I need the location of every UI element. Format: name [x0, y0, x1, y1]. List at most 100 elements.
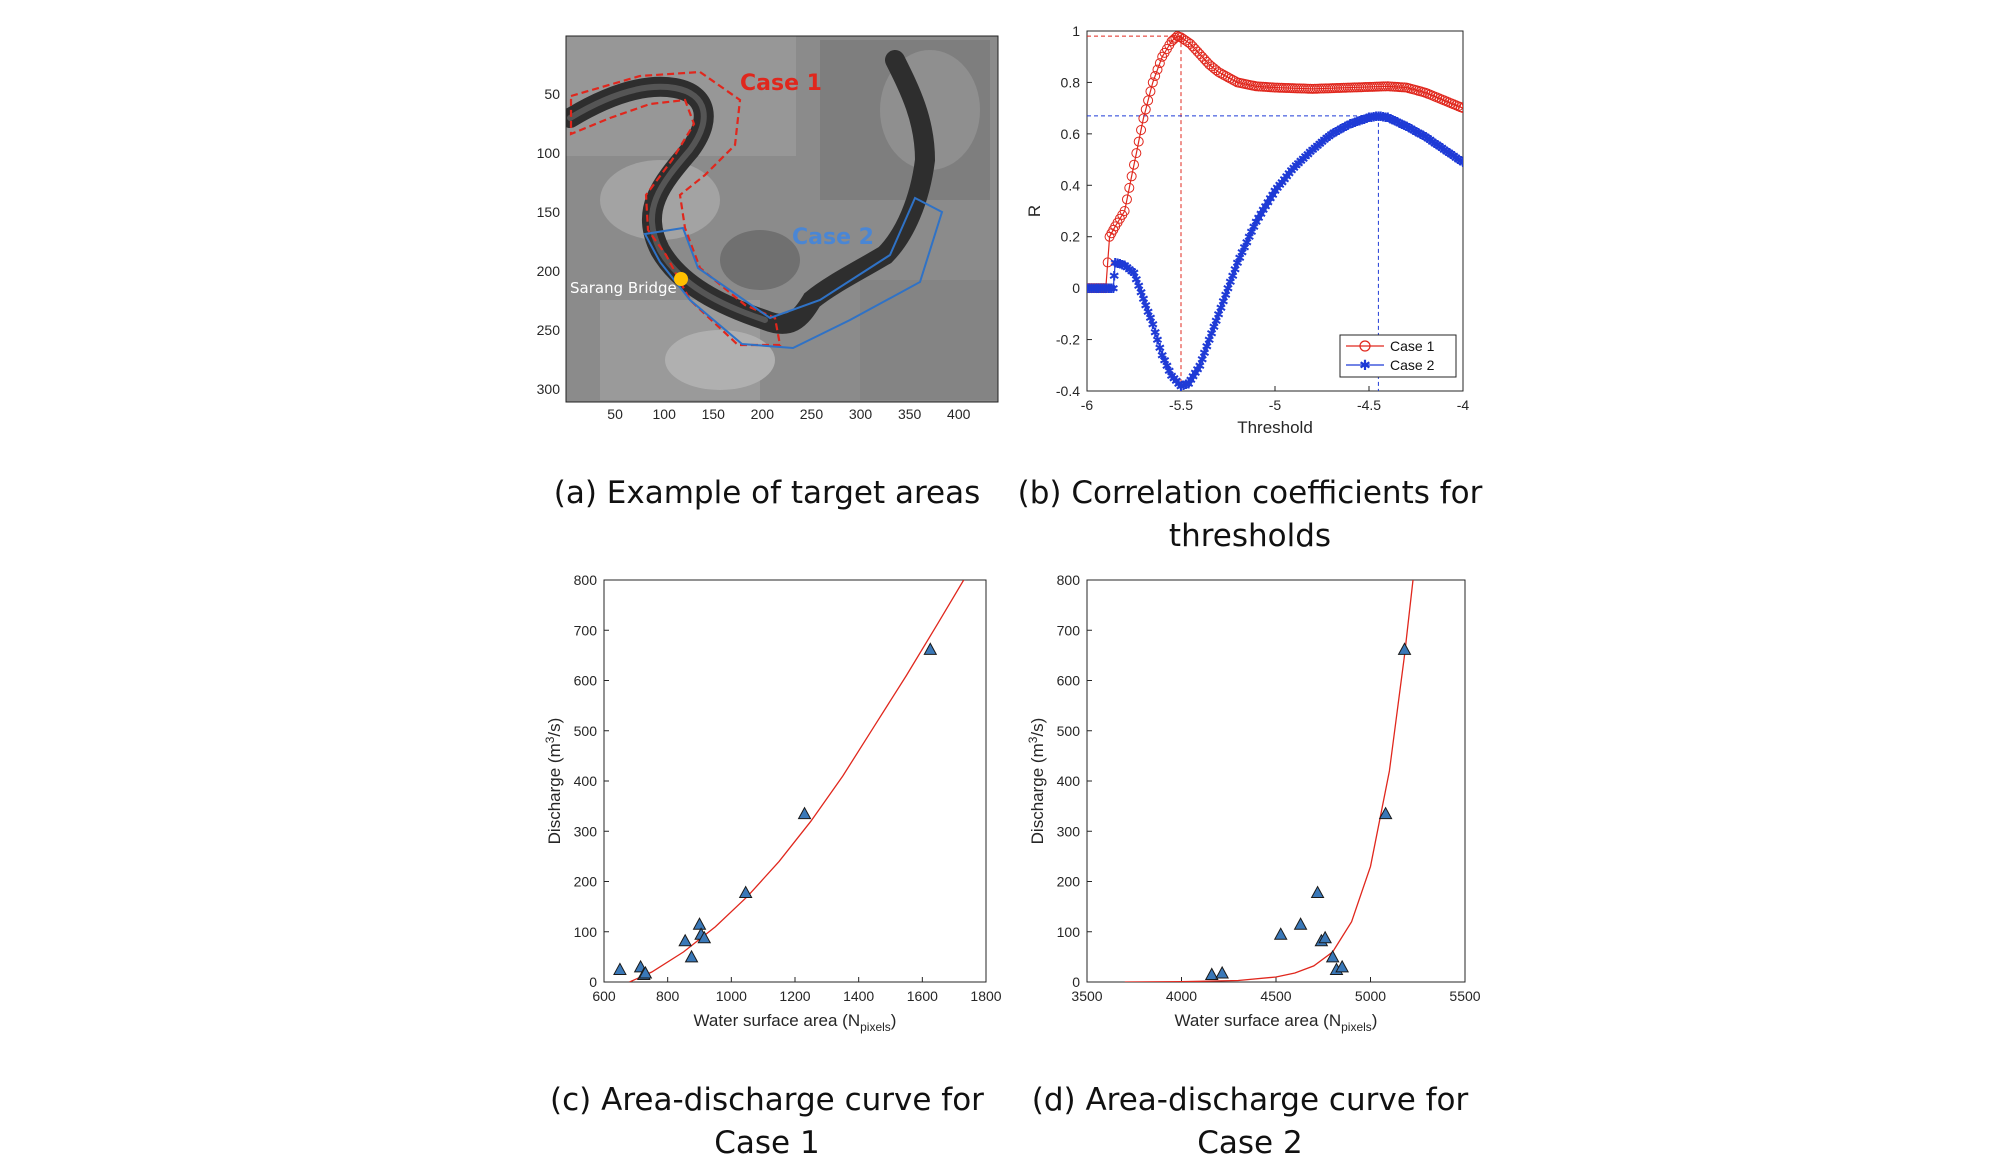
data-point-case2: ✱: [1103, 282, 1114, 297]
x-tick-label: 600: [592, 988, 616, 1004]
y-tick-label: 700: [1057, 622, 1081, 638]
caption-a: (a) Example of target areas: [554, 475, 981, 511]
data-point-triangle: [1310, 885, 1325, 899]
data-point-case1: [1227, 74, 1238, 85]
x-tick-label: 100: [653, 406, 677, 422]
data-point-case2: ✱: [1208, 321, 1219, 336]
data-point-case2: ✱: [1432, 138, 1443, 153]
data-point-case2: ✱: [1314, 138, 1325, 153]
data-point-case2: ✱: [1164, 364, 1175, 379]
y-tick-label: 100: [1057, 924, 1081, 940]
data-point-case2: ✱: [1192, 363, 1203, 378]
data-point-case2: ✱: [1298, 152, 1309, 167]
data-point-case2: ✱: [1300, 150, 1311, 165]
data-point-case2: ✱: [1319, 134, 1330, 149]
data-point-triangle: [678, 933, 693, 947]
data-point-case2: ✱: [1140, 299, 1151, 314]
data-point-triangle: [1318, 930, 1332, 944]
data-point-case2: ✱: [1131, 273, 1142, 288]
y-tick-label: 0: [1072, 974, 1080, 990]
data-point-case2: ✱: [1265, 192, 1276, 207]
data-point-case2: ✱: [1288, 161, 1299, 176]
data-point-case2: ✱: [1114, 258, 1125, 273]
data-point-case2: ✱: [1211, 314, 1222, 329]
data-point-triangle: [1215, 965, 1229, 979]
data-point-case2: ✱: [1286, 164, 1297, 179]
data-point-case2: ✱: [1453, 153, 1464, 168]
data-point-case1: [1131, 148, 1142, 159]
data-point-case2: ✱: [1215, 301, 1226, 316]
x-tick-label: 4500: [1260, 988, 1291, 1004]
data-point-case2: ✱: [1312, 139, 1323, 154]
data-point-case2: ✱: [1138, 292, 1149, 307]
data-point-triangle: [1378, 806, 1393, 820]
data-point-case2: ✱: [1281, 170, 1292, 185]
data-point-case1: [1129, 159, 1139, 170]
data-point-case2: ✱: [1183, 377, 1194, 392]
data-point-case2: ✱: [1359, 113, 1370, 128]
data-point-triangle: [1204, 967, 1219, 980]
data-point-case2: ✱: [1154, 341, 1165, 356]
y-tick-label: 500: [574, 723, 598, 739]
y-tick-label: 0: [1072, 280, 1080, 296]
data-point-case2: ✱: [1392, 116, 1403, 131]
x-tick-label: 400: [947, 406, 971, 422]
data-point-case2: ✱: [1293, 157, 1304, 172]
x-tick-label: 5500: [1449, 988, 1480, 1004]
data-point-case2: ✱: [1178, 379, 1189, 394]
data-point-case2: ✱: [1244, 231, 1255, 246]
data-point-case2: ✱: [1121, 261, 1132, 276]
data-point-case2: ✱: [1136, 286, 1147, 301]
data-point-case2: ✱: [1326, 128, 1337, 143]
data-point-case2: ✱: [1425, 134, 1436, 149]
y-tick-label: 300: [537, 381, 561, 397]
satellite-texture: [566, 36, 998, 400]
panel-d-fit-curve: [1124, 580, 1414, 982]
data-point-case2: ✱: [1129, 267, 1140, 282]
x-tick-label: 4000: [1166, 988, 1197, 1004]
data-point-case2: ✱: [1095, 282, 1106, 297]
data-point-case2: ✱: [1443, 147, 1454, 162]
data-point-case2: ✱: [1352, 115, 1363, 130]
data-point-case2: ✱: [1305, 146, 1316, 161]
data-point-case2: ✱: [1347, 117, 1358, 132]
data-point-case1: [1102, 257, 1113, 268]
data-point-case2: ✱: [1446, 148, 1457, 163]
data-point-case2: ✱: [1385, 112, 1396, 127]
data-point-case2: ✱: [1084, 282, 1095, 297]
caption-b-line1: (b) Correlation coefficients for: [1018, 475, 1483, 511]
data-point-case2: ✱: [1408, 124, 1419, 139]
data-point-case2: ✱: [1364, 111, 1375, 126]
y-tick-label: 100: [574, 924, 598, 940]
y-tick-label: 500: [1057, 723, 1081, 739]
data-point-case2: ✱: [1126, 265, 1137, 280]
data-point-case2: ✱: [1450, 151, 1461, 166]
caption-c-line1: (c) Area-discharge curve for: [550, 1082, 984, 1118]
data-point-case2: ✱: [1267, 188, 1278, 203]
data-point-case2: ✱: [1394, 117, 1405, 132]
data-point-case2: ✱: [1161, 359, 1172, 374]
data-point-case2: ✱: [1403, 121, 1414, 136]
y-tick-label: 200: [537, 263, 561, 279]
data-point-case2: ✱: [1199, 346, 1210, 361]
x-tick-label: 350: [898, 406, 922, 422]
data-point-case2: ✱: [1335, 123, 1346, 138]
data-point-case2: ✱: [1157, 349, 1168, 364]
x-tick-label: 300: [849, 406, 873, 422]
data-point-case2: ✱: [1145, 312, 1156, 327]
x-tick-label: -5.5: [1169, 397, 1193, 413]
data-point-case2: ✱: [1093, 282, 1104, 297]
data-point-case2: ✱: [1389, 115, 1400, 130]
data-point-case2: ✱: [1232, 256, 1243, 271]
panel-d-xlabel: Water surface area (Npixels): [1175, 1011, 1378, 1034]
data-point-case2: ✱: [1429, 137, 1440, 152]
y-tick-label: 200: [574, 874, 598, 890]
y-tick-label: 150: [537, 204, 561, 220]
data-point-case2: ✱: [1439, 143, 1450, 158]
y-tick-label: 400: [1057, 773, 1081, 789]
x-tick-label: 5000: [1355, 988, 1386, 1004]
data-point-case2: ✱: [1166, 370, 1177, 385]
data-point-case1: [1136, 125, 1147, 135]
data-point-case2: ✱: [1255, 208, 1266, 223]
